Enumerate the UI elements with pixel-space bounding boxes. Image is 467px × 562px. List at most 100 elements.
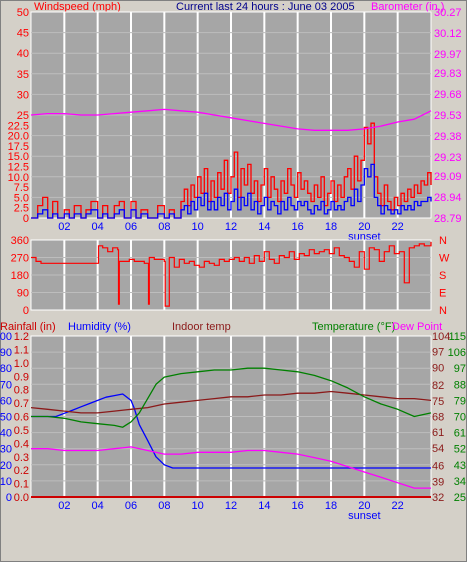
chart-title: Current last 24 hours : June 03 2005 — [176, 1, 355, 13]
humidity-axis-tick-8: 80 — [0, 363, 12, 375]
temperature-axis-tick-7: 88 — [454, 379, 466, 391]
compass-axis-tick-3: W — [439, 253, 450, 265]
wind-axis-tick-3: 7.5 — [14, 182, 29, 194]
humidity-axis-tick-6: 60 — [0, 395, 12, 407]
humidity-axis-tick-0: 0 — [6, 492, 12, 504]
barometer-axis-tick-5: 29.53 — [434, 110, 462, 122]
humidity-axis-tick-1: 10 — [0, 476, 12, 488]
direction-axis-tick-3: 270 — [11, 253, 29, 265]
wind-axis-tick-5: 12.5 — [8, 162, 29, 174]
temperature-panel-x-tick-10: 10 — [192, 500, 204, 512]
barometer-axis-tick-7: 29.83 — [434, 68, 462, 80]
wind-axis-tick-8: 20.0 — [8, 131, 29, 143]
temperature-panel-x-tick-16: 16 — [292, 500, 304, 512]
wind-axis-tick-14: 45 — [17, 28, 29, 40]
temperature-axis-tick-1: 34 — [454, 476, 466, 488]
rainfall-axis-tick-12: 1.2 — [14, 331, 29, 343]
temperature-panel-x-tick-18: 18 — [325, 500, 337, 512]
wind-axis-tick-13: 40 — [17, 48, 29, 60]
humidity-axis-tick-2: 20 — [0, 460, 12, 472]
temperature-panel-x-tick-06: 06 — [125, 500, 137, 512]
dewpoint-line — [31, 446, 431, 489]
barometer-axis-tick-8: 29.97 — [434, 49, 462, 61]
indoor-axis-tick-1: 39 — [432, 476, 444, 488]
temperature-axis-tick-2: 43 — [454, 460, 466, 472]
temperature-panel-x-tick-08: 08 — [158, 500, 170, 512]
wind-axis-tick-9: 22.5 — [8, 120, 29, 132]
temperature-panel-x-tick-14: 14 — [258, 500, 270, 512]
rainfall-axis-tick-8: 0.8 — [14, 385, 29, 397]
barometer-axis-tick-10: 30.27 — [434, 7, 462, 19]
humidity-axis-tick-5: 50 — [0, 412, 12, 424]
humidity-axis-tick-4: 40 — [0, 428, 12, 440]
temperature-panel-x-tick-22: 22 — [392, 500, 404, 512]
rainfall-axis-tick-6: 0.6 — [14, 412, 29, 424]
wind-panel-x-tick-10: 10 — [192, 221, 204, 233]
temperature-axis-tick-8: 97 — [454, 363, 466, 375]
barometer-axis-tick-6: 29.68 — [434, 89, 462, 101]
barometer-axis-label: Barometer (in.) — [371, 1, 444, 13]
wind-axis-tick-0: 0 — [23, 213, 29, 225]
rainfall-axis-tick-3: 0.3 — [14, 452, 29, 464]
temperature-axis-tick-3: 52 — [454, 444, 466, 456]
wind-axis-tick-2: 5.0 — [14, 192, 29, 204]
compass-axis-tick-4: N — [439, 235, 447, 247]
barometer-axis-tick-0: 28.79 — [434, 213, 462, 225]
humidity-axis-tick-7: 70 — [0, 379, 12, 391]
wind-panel-x-tick-08: 08 — [158, 221, 170, 233]
windspeed-average-line — [31, 163, 432, 219]
humidity-axis-tick-10: 100 — [0, 331, 12, 343]
temperature-axis-tick-10: 115 — [448, 331, 466, 343]
humidity-axis-label: Humidity (%) — [68, 321, 131, 333]
indoor-axis-tick-5: 68 — [432, 412, 444, 424]
wind-panel-x-tick-16: 16 — [292, 221, 304, 233]
wind-axis-tick-11: 30 — [17, 89, 29, 101]
temperature-panel-sunset-label: sunset — [348, 510, 380, 522]
indoor-axis-tick-0: 32 — [432, 492, 444, 504]
indoor-axis-tick-9: 97 — [432, 347, 444, 359]
indoor-axis-tick-7: 82 — [432, 380, 444, 392]
wind-panel-x-tick-06: 06 — [125, 221, 137, 233]
compass-axis-tick-0: N — [439, 305, 447, 317]
wind-axis-tick-12: 35 — [17, 69, 29, 81]
indoor-axis-tick-10: 104 — [432, 331, 450, 343]
temperature-panel-x-tick-20: 20 — [358, 500, 370, 512]
wind-axis-tick-1: 2.5 — [14, 203, 29, 215]
temperature-axis-tick-9: 106 — [448, 347, 466, 359]
compass-axis-tick-1: E — [439, 288, 446, 300]
humidity-axis-tick-9: 90 — [0, 347, 12, 359]
barometer-axis-tick-1: 28.94 — [434, 192, 462, 204]
compass-axis-tick-2: S — [439, 270, 446, 282]
indoor-temp-axis-label: Indoor temp — [172, 321, 231, 333]
indoor-axis-tick-6: 75 — [432, 396, 444, 408]
barometer-axis-tick-9: 30.12 — [434, 28, 462, 40]
rainfall-axis-tick-4: 0.4 — [14, 438, 29, 450]
barometer-axis-tick-2: 29.09 — [434, 171, 462, 183]
temperature-axis-label: Temperature (°F) — [312, 321, 395, 333]
wind-panel-x-tick-14: 14 — [258, 221, 270, 233]
temperature-line — [31, 367, 432, 428]
temperature-axis-tick-5: 70 — [454, 412, 466, 424]
dewpoint-axis-label: Dew Point — [392, 321, 442, 333]
temperature-axis-tick-6: 79 — [454, 395, 466, 407]
temperature-axis-tick-4: 61 — [454, 428, 466, 440]
rainfall-axis-label: Rainfall (in) — [0, 321, 56, 333]
temperature-panel-x-tick-02: 02 — [58, 500, 70, 512]
wind-direction-line — [31, 241, 432, 307]
wind-axis-tick-7: 17.5 — [8, 141, 29, 153]
chart-panels: 02.55.07.510.012.515.017.520.022.5253035… — [0, 7, 466, 522]
rainfall-axis-tick-11: 1.1 — [14, 344, 29, 356]
wind-panel-x-tick-04: 04 — [92, 221, 104, 233]
rainfall-axis-tick-5: 0.5 — [14, 425, 29, 437]
rainfall-axis-tick-10: 1.0 — [14, 358, 29, 370]
windspeed-axis-label: Windspeed (mph) — [34, 1, 121, 13]
indoor-axis-tick-2: 46 — [432, 461, 444, 473]
direction-axis-tick-1: 90 — [17, 288, 29, 300]
indoor-temp-line — [30, 390, 432, 414]
wind-panel-x-tick-12: 12 — [225, 221, 237, 233]
barometer-line — [30, 108, 432, 131]
temperature-panel-x-tick-04: 04 — [92, 500, 104, 512]
temperature-panel-x-tick-12: 12 — [225, 500, 237, 512]
wind-axis-tick-10: 25 — [17, 110, 29, 122]
